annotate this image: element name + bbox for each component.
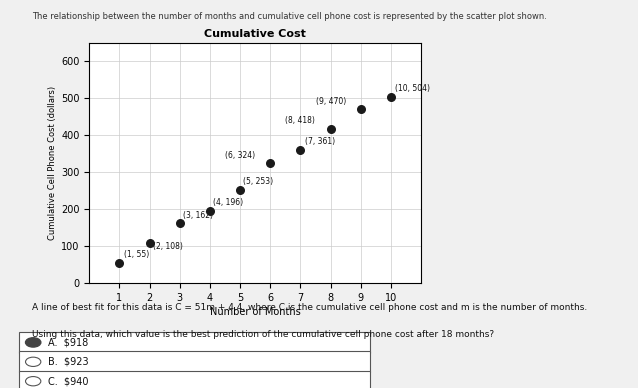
Text: (8, 418): (8, 418) [285,116,315,125]
Text: (1, 55): (1, 55) [124,250,149,259]
Text: A line of best fit for this data is C = 51m + 4.4, where C is the cumulative cel: A line of best fit for this data is C = … [32,303,587,312]
Point [145,240,155,246]
Point [355,106,366,113]
Text: The relationship between the number of months and cumulative cell phone cost is : The relationship between the number of m… [32,12,547,21]
Text: (4, 196): (4, 196) [213,198,243,207]
Text: (6, 324): (6, 324) [225,151,255,159]
Y-axis label: Cumulative Cell Phone Cost (dollars): Cumulative Cell Phone Cost (dollars) [48,86,57,240]
Text: (9, 470): (9, 470) [316,97,346,106]
Text: (2, 108): (2, 108) [152,242,182,251]
Text: (7, 361): (7, 361) [305,137,335,146]
Text: B.  $923: B. $923 [48,357,89,367]
X-axis label: Number of Months: Number of Months [210,307,300,317]
Text: C.  $940: C. $940 [48,376,88,386]
Text: A.  $918: A. $918 [48,338,88,347]
Text: (3, 162): (3, 162) [183,211,213,220]
Text: Using this data, which value is the best prediction of the cumulative cell phone: Using this data, which value is the best… [32,330,494,339]
Point [205,208,215,214]
Point [114,260,124,266]
Text: (10, 504): (10, 504) [396,84,431,93]
Point [265,160,276,166]
Point [295,147,306,153]
Point [386,94,396,100]
Point [175,220,185,226]
Point [235,187,245,193]
Text: (5, 253): (5, 253) [243,177,273,186]
Point [325,125,336,132]
Title: Cumulative Cost: Cumulative Cost [204,29,306,39]
